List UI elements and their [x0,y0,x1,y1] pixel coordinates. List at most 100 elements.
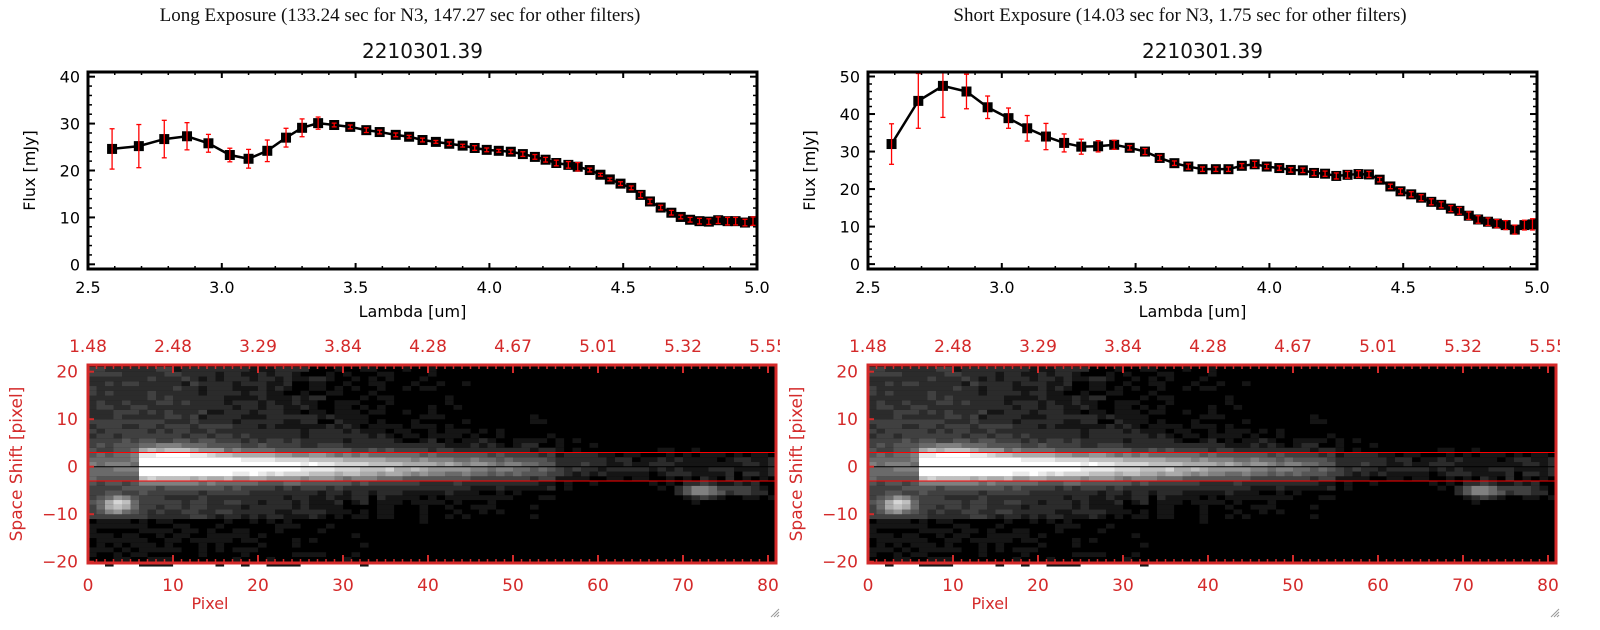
image-pixel [113,490,123,496]
image-pixel [224,485,233,491]
image-pixel [953,419,962,425]
image-pixel [1361,471,1370,477]
image-pixel [936,452,945,458]
image-pixel [876,480,886,486]
image-pixel [207,485,216,491]
resize-grip-icon[interactable] [768,606,780,618]
image-pixel [876,533,886,539]
image-pixel [598,471,607,477]
image-pixel [368,442,378,448]
image-pixel [995,542,1005,548]
image-pixel [893,423,903,429]
image-pixel [995,419,1005,425]
image-pixel [1072,537,1081,543]
image-pixel [944,547,954,553]
image-pixel [156,428,165,434]
image-pixel [751,457,760,463]
image-pixel [1191,423,1200,429]
image-pixel [1505,485,1515,491]
image-pixel [885,390,894,396]
image-pixel [1344,471,1353,477]
image-pixel [978,404,988,410]
image-pixel [156,404,165,410]
error-bar [227,147,233,163]
image-pixel [1046,495,1056,501]
image-pixel [995,385,1005,391]
image-pixel [88,547,97,553]
x-tick-label: 70 [1452,576,1474,596]
image-pixel [190,447,199,453]
image-pixel [970,461,979,467]
image-pixel [623,461,633,467]
image-pixel [147,376,157,382]
image-pixel [893,518,903,524]
image-pixel [130,542,140,548]
image-pixel [691,485,701,491]
image-pixel [538,419,548,425]
image-pixel [953,457,962,463]
resize-grip-icon[interactable] [1548,606,1560,618]
image-pixel [266,385,276,391]
image-pixel [1471,499,1481,505]
image-pixel [876,381,886,387]
image-pixel [1038,466,1047,472]
image-pixel [1208,423,1217,429]
image-pixel [1225,395,1234,401]
image-pixel [283,404,293,410]
image-pixel [326,433,335,439]
image-pixel [978,376,988,382]
image-pixel [215,537,225,543]
image-pixel [207,447,216,453]
image-pixel [496,433,505,439]
image-pixel [1318,457,1328,463]
image-pixel [453,452,463,458]
image-pixel [496,480,505,486]
image-pixel [1233,490,1243,496]
image-pixel [394,485,403,491]
image-pixel [470,452,480,458]
image-pixel [868,409,877,415]
image-pixel [445,423,454,429]
image-pixel [987,504,996,510]
image-pixel [198,509,208,515]
image-pixel [411,461,420,467]
image-pixel [1097,480,1107,486]
image-pixel [309,495,318,501]
image-pixel [725,457,735,463]
image-pixel [1063,476,1073,482]
error-bar [363,127,369,134]
image-pixel [927,390,937,396]
image-pixel [1063,457,1073,463]
image-pixel [156,366,165,372]
image-pixel [1038,376,1047,382]
image-pixel [445,504,454,510]
image-pixel [436,433,446,439]
image-pixel [1140,442,1149,448]
image-pixel [351,514,361,520]
image-pixel [1157,438,1166,444]
image-pixel [181,466,191,472]
image-pixel [868,400,877,406]
image-pixel [1284,452,1294,458]
image-pixel [1012,485,1022,491]
image-pixel [1004,499,1013,505]
image-pixel [496,495,505,501]
image-pixel [538,476,548,482]
image-pixel [164,442,174,448]
image-pixel [1463,480,1472,486]
image-pixel [1327,480,1336,486]
image-pixel [910,476,920,482]
image-pixel [1055,480,1064,486]
image-pixel [1471,485,1481,491]
image-pixel [944,423,954,429]
y-tick-label: 20 [60,162,80,181]
image-pixel [978,385,988,391]
image-pixel [241,433,250,439]
image-pixel [419,385,429,391]
image-pixel [893,366,903,372]
image-pixel [1004,485,1013,491]
image-pixel [258,447,267,453]
image-pixel [402,447,412,453]
image-pixel [275,509,284,515]
image-pixel [893,447,903,453]
